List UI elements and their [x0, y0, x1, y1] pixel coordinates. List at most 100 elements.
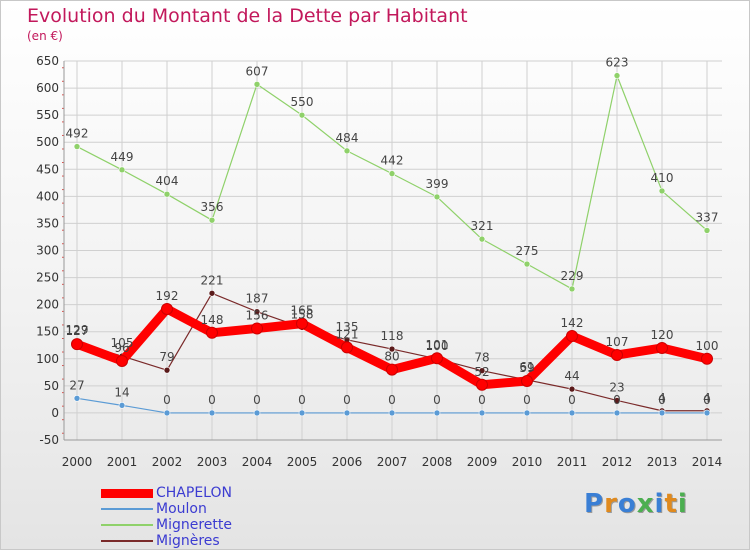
x-tick-label: 2002	[152, 455, 183, 469]
data-label-mignerette: 410	[651, 171, 674, 185]
data-point-moulon	[523, 409, 531, 417]
legend-swatch-moulon	[101, 508, 153, 510]
data-label-chapelon: 59	[519, 361, 534, 375]
data-label-migneres: 135	[336, 320, 359, 334]
data-label-mignerette: 484	[336, 131, 359, 145]
x-tick-label: 2009	[467, 455, 498, 469]
data-label-mignerette: 607	[246, 64, 269, 78]
x-tick-label: 2006	[332, 455, 363, 469]
data-label-migneres: 61	[519, 360, 534, 374]
data-point-chapelon	[476, 378, 488, 391]
data-point-moulon	[658, 409, 666, 417]
data-label-chapelon: 101	[426, 338, 449, 352]
logo-letter: r	[604, 489, 618, 519]
data-point-mignerette	[478, 235, 486, 243]
data-point-moulon	[73, 395, 81, 402]
data-point-moulon	[568, 409, 576, 417]
data-label-moulon: 27	[69, 378, 84, 392]
data-point-migneres	[568, 385, 576, 393]
data-labels: 4924494043566075504844423993212752296234…	[66, 56, 719, 407]
data-label-moulon: 0	[388, 393, 396, 407]
data-label-migneres: 44	[564, 369, 579, 383]
data-point-chapelon	[71, 338, 83, 351]
data-label-chapelon: 120	[651, 328, 674, 342]
legend-swatch-migneres	[101, 540, 153, 542]
data-point-mignerette	[433, 193, 441, 201]
data-point-mignerette	[253, 80, 261, 88]
data-label-migneres: 129	[66, 323, 89, 337]
data-label-migneres: 221	[201, 273, 224, 287]
data-point-mignerette	[658, 187, 666, 195]
x-tick-label: 2004	[242, 455, 273, 469]
data-point-migneres	[388, 345, 396, 353]
data-point-chapelon	[521, 374, 533, 387]
data-point-moulon	[433, 409, 441, 417]
y-tick-label: 150	[36, 325, 59, 339]
data-label-chapelon: 121	[336, 327, 359, 341]
logo-letter: i	[654, 489, 665, 519]
y-tick-label: 650	[36, 54, 59, 68]
data-point-chapelon	[116, 354, 128, 367]
data-label-mignerette: 404	[156, 174, 179, 188]
data-point-chapelon	[296, 317, 308, 330]
data-point-moulon	[613, 409, 621, 417]
x-tick-label: 2013	[647, 455, 678, 469]
data-point-chapelon	[431, 352, 443, 365]
logo-letter: P	[584, 489, 605, 519]
y-tick-label: -50	[39, 433, 59, 447]
chart-title: Evolution du Montant de la Dette par Hab…	[27, 5, 468, 27]
legend-label-moulon: Moulon	[156, 501, 207, 517]
data-point-chapelon	[566, 330, 578, 343]
data-label-migneres: 79	[159, 350, 174, 364]
data-label-migneres: 4	[703, 391, 711, 405]
logo-letter: x	[636, 489, 655, 519]
data-point-mignerette	[298, 111, 306, 119]
x-tick-label: 2000	[62, 455, 93, 469]
y-tick-label: 50	[44, 379, 59, 393]
data-label-migneres: 4	[658, 391, 666, 405]
data-point-mignerette	[523, 260, 531, 268]
data-label-chapelon: 100	[696, 339, 719, 353]
data-label-moulon: 0	[163, 393, 171, 407]
data-label-migneres: 118	[381, 329, 404, 343]
data-point-moulon	[163, 409, 171, 417]
data-label-moulon: 0	[523, 393, 531, 407]
data-label-chapelon: 107	[606, 335, 629, 349]
data-label-moulon: 0	[253, 393, 261, 407]
data-label-moulon: 0	[658, 393, 666, 407]
data-label-migneres: 78	[474, 351, 489, 365]
y-tick-label: 600	[36, 81, 59, 95]
data-label-chapelon: 80	[384, 350, 399, 364]
logo-letter: t	[664, 489, 678, 519]
logo-letter: i	[677, 489, 688, 519]
data-point-chapelon	[341, 341, 353, 354]
data-point-chapelon	[656, 341, 668, 354]
data-point-mignerette	[73, 143, 81, 150]
x-tick-label: 2008	[422, 455, 453, 469]
x-tick-label: 2001	[107, 455, 138, 469]
x-tick-label: 2007	[377, 455, 408, 469]
data-label-moulon: 0	[298, 393, 306, 407]
y-tick-label: 300	[36, 244, 59, 258]
x-tick-label: 2005	[287, 455, 318, 469]
y-tick-label: 550	[36, 108, 59, 122]
data-point-mignerette	[568, 285, 576, 293]
data-point-moulon	[298, 409, 306, 417]
data-label-moulon: 0	[433, 393, 441, 407]
data-label-migneres: 158	[291, 307, 314, 321]
data-point-mignerette	[613, 72, 621, 79]
data-label-chapelon: 127	[66, 324, 89, 338]
data-label-moulon: 0	[478, 393, 486, 407]
data-point-migneres	[208, 289, 216, 297]
data-point-mignerette	[343, 147, 351, 155]
data-label-mignerette: 550	[291, 95, 314, 109]
data-point-mignerette	[118, 166, 126, 174]
data-label-mignerette: 442	[381, 154, 404, 168]
data-label-moulon: 0	[568, 393, 576, 407]
proxiti-logo: Proxiti	[584, 489, 688, 519]
data-point-moulon	[343, 409, 351, 417]
x-tick-label: 2012	[602, 455, 633, 469]
data-point-chapelon	[611, 348, 623, 361]
x-tick-label: 2010	[512, 455, 543, 469]
